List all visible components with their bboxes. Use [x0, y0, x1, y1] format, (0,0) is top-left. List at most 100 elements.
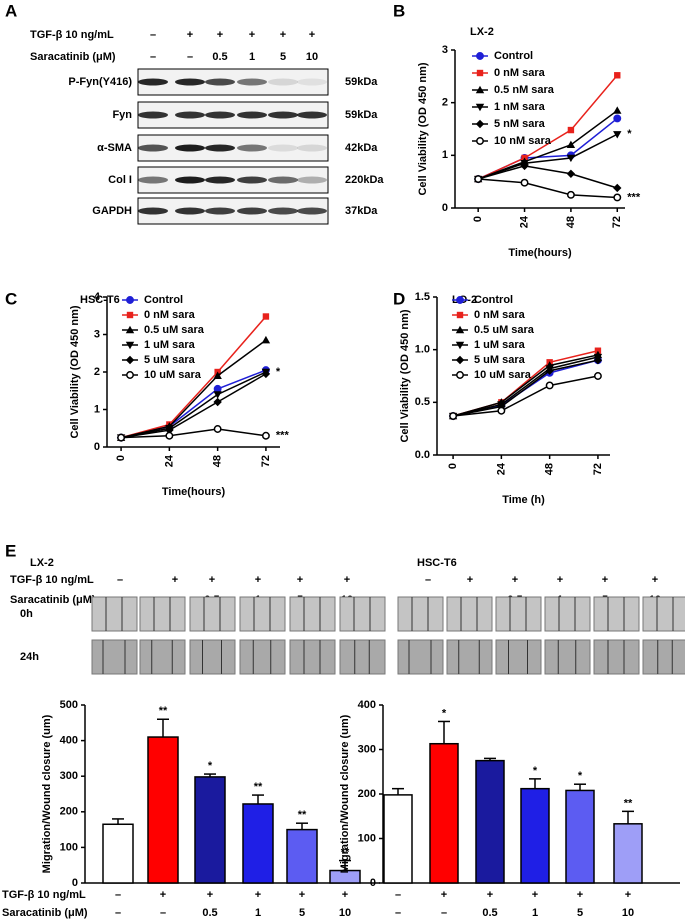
marker: [566, 154, 576, 163]
y-tick-label: 4: [94, 291, 101, 303]
treatment-value: +: [255, 574, 261, 586]
protein-name: α-SMA: [97, 142, 132, 154]
series-line: [120, 371, 267, 439]
panel-label: A: [5, 1, 17, 20]
marker: [520, 178, 529, 187]
bar: [383, 794, 413, 884]
x-tick-label: 24: [495, 462, 507, 475]
treatment-value: 5: [577, 907, 583, 919]
x-tick-label: 72: [592, 463, 604, 475]
series-line: [452, 359, 599, 417]
blot-band: [297, 78, 327, 86]
marker: [213, 384, 222, 393]
treatment-value: +: [467, 574, 473, 586]
treatment-value: 0.5: [202, 907, 217, 919]
annotation: *: [276, 366, 281, 378]
treatment-value: –: [160, 907, 166, 919]
protein-size: 59kDa: [345, 76, 378, 88]
blot-band: [175, 78, 205, 86]
blot-band: [268, 144, 298, 152]
x-axis-label: Time(hours): [162, 486, 226, 498]
legend-label: Control: [494, 50, 533, 62]
blot-band: [175, 111, 205, 119]
blot-band: [205, 78, 235, 86]
blot-band: [268, 176, 298, 184]
blot-band: [138, 144, 168, 152]
treatment-value: 1: [255, 907, 261, 919]
treatment-value: +: [625, 889, 631, 901]
marker: [613, 193, 622, 202]
series-line: [120, 339, 267, 439]
protein-name: P-Fyn(Y416): [68, 76, 132, 88]
blot-band: [138, 111, 168, 119]
series-line: [477, 165, 618, 189]
y-axis-label: Cell Viability (OD 450 nm): [417, 62, 429, 195]
protein-name: Col I: [108, 174, 132, 186]
marker: [497, 406, 506, 415]
legend-label: 10 nM sara: [494, 135, 552, 147]
wound-image: [339, 596, 386, 632]
protein-name: Fyn: [112, 109, 132, 121]
marker: [476, 69, 484, 77]
bar: [286, 828, 318, 884]
protein-name: GAPDH: [92, 205, 132, 217]
treatment-value: +: [217, 29, 223, 41]
treatment-value: +: [297, 574, 303, 586]
treatment-value: +: [577, 889, 583, 901]
bar: [242, 803, 274, 884]
wound-image: [289, 596, 336, 632]
treatment-value: +: [172, 574, 178, 586]
blot-band: [175, 176, 205, 184]
series-line: [452, 356, 599, 417]
wound-image: [397, 639, 444, 675]
wound-image: [91, 639, 138, 675]
annotation: *: [578, 770, 583, 782]
marker: [165, 425, 174, 435]
treatment-value: +: [441, 889, 447, 901]
wound-image: [139, 639, 186, 675]
marker: [456, 371, 464, 379]
y-tick-label: 0: [370, 877, 376, 889]
x-tick-label: 48: [212, 455, 224, 467]
legend-label: 0.5 uM sara: [144, 324, 205, 336]
bar: [520, 787, 550, 884]
treatment-value: –: [117, 574, 123, 586]
y-tick-label: 1: [94, 403, 100, 415]
legend-label: 1 uM sara: [474, 339, 526, 351]
marker: [455, 341, 465, 350]
marker: [126, 296, 134, 304]
treatment-value: +: [207, 889, 213, 901]
treatment-value: –: [150, 51, 156, 63]
blot-band: [175, 144, 205, 152]
blot-band: [297, 176, 327, 184]
bar: [565, 789, 595, 884]
marker: [449, 412, 458, 420]
treatment-value: +: [209, 574, 215, 586]
y-axis-label: Migration/Wound closure (um): [41, 714, 53, 873]
legend-label: Control: [144, 294, 183, 306]
treatment-label: TGF-β 10 ng/mL: [2, 889, 86, 901]
wound-image: [642, 596, 685, 632]
y-tick-label: 0: [442, 202, 448, 214]
legend-label: 0.5 uM sara: [474, 324, 535, 336]
marker: [125, 341, 135, 350]
legend-label: 0 nM sara: [144, 309, 196, 321]
protein-size: 42kDa: [345, 142, 378, 154]
y-axis-label: Cell Viability (OD 450 nm): [399, 309, 411, 442]
y-tick-label: 3: [94, 328, 100, 340]
panel-label: D: [393, 289, 405, 308]
treatment-value: 10: [306, 51, 318, 63]
series-line: [478, 178, 618, 199]
marker: [125, 325, 135, 334]
treatment-value: +: [512, 574, 518, 586]
marker: [213, 371, 222, 379]
bar: [429, 742, 459, 884]
marker: [474, 175, 483, 183]
blot-band: [237, 111, 267, 119]
treatment-value: +: [299, 889, 305, 901]
marker: [213, 391, 222, 399]
marker: [261, 369, 271, 379]
bar: [102, 823, 134, 884]
y-tick-label: 400: [358, 699, 376, 711]
x-tick-label: 72: [611, 216, 623, 228]
